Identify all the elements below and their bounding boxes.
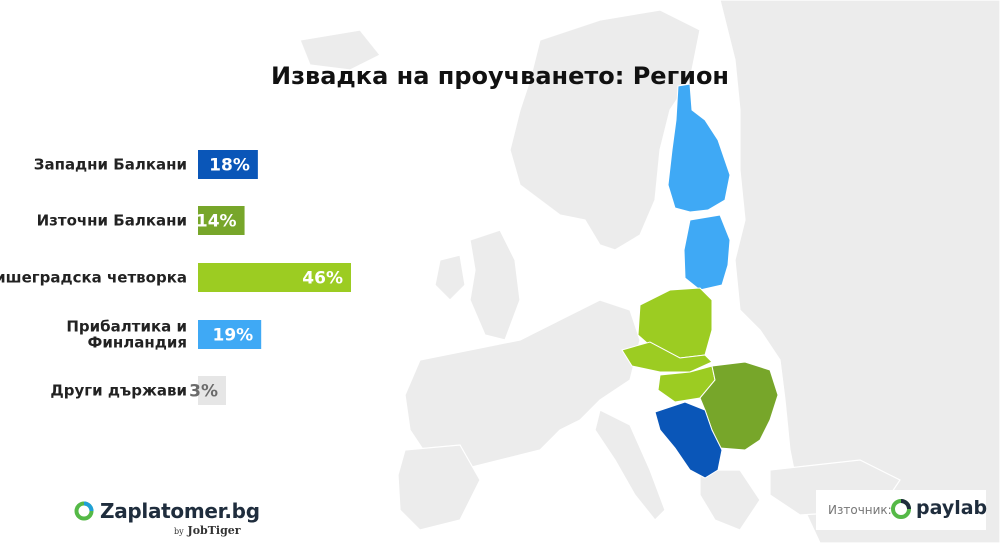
bar-4: [198, 376, 226, 405]
zaplatomer-logo: Zaplatomer.bg by JobTiger: [74, 497, 264, 537]
bar-value-label-3: 19%: [212, 326, 253, 346]
zaplatomer-ring-icon: [74, 501, 94, 521]
category-label-1: Източни Балкани: [37, 212, 187, 230]
category-label-0: Западни Балкани: [34, 156, 187, 174]
chart-title: Извадка на проучването: Регион: [270, 62, 730, 90]
bar-value-label-4: 3%: [189, 382, 218, 402]
bar-1: [198, 206, 245, 235]
paylab-brand: paylab: [916, 497, 988, 519]
europe-landmass: [299, 0, 1000, 543]
bar-3: [198, 320, 262, 349]
category-label-3: Прибалтика и Финландия: [66, 318, 187, 352]
byline-brand: JobTiger: [187, 524, 241, 537]
source-label: Източник:: [828, 503, 892, 517]
paylab-ring-icon: [891, 499, 911, 519]
jobtiger-byline: by JobTiger: [174, 524, 241, 537]
byline-prefix: by: [174, 527, 184, 536]
zaplatomer-brand: Zaplatomer.bg: [100, 499, 260, 523]
category-label-4: Други държави: [50, 382, 187, 400]
region-baltics-finland: [667, 83, 731, 213]
bar-0: [198, 150, 258, 179]
source-box: Източник: paylab: [816, 490, 988, 530]
region-western-balkans: [654, 401, 723, 479]
region-visegrad-czsk: [621, 341, 713, 373]
bar-value-label-0: 18%: [209, 156, 250, 176]
bar-value-label-2: 46%: [302, 269, 343, 289]
bar-2: [198, 263, 351, 292]
category-label-2: Вишеградска четворка: [0, 269, 187, 287]
region-eastern-balkans: [699, 361, 779, 451]
bar-value-label-1: 14%: [196, 212, 237, 232]
region-baltics: [683, 214, 731, 291]
